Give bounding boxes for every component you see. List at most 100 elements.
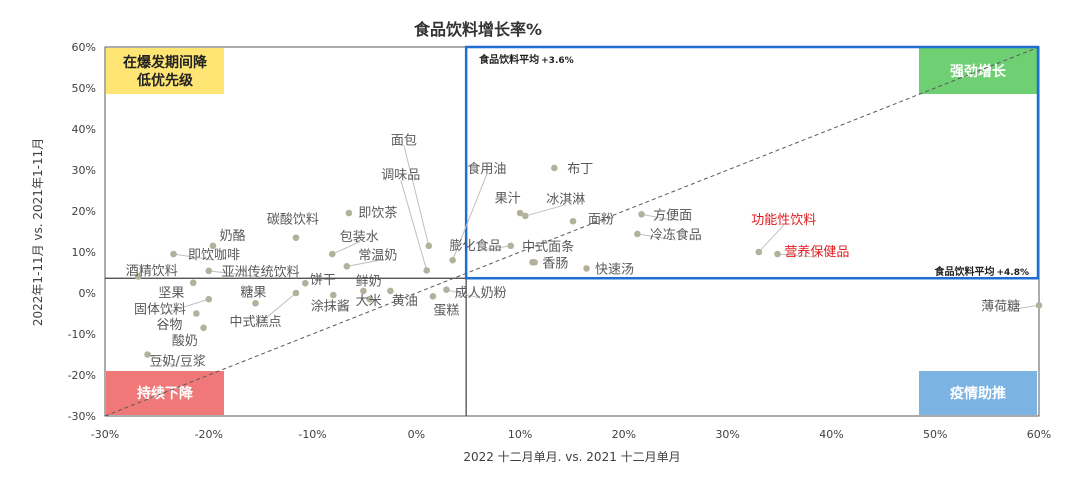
data-label: 黄油 <box>392 294 418 309</box>
data-point <box>144 351 151 358</box>
data-label: 膨化食品 <box>449 238 501 254</box>
data-label: 方便面 <box>653 207 692 223</box>
x-tick-label: 50% <box>923 428 947 441</box>
data-point <box>551 164 558 172</box>
chart-title: 食品饮料增长率% <box>413 20 542 39</box>
data-point <box>583 265 590 272</box>
data-label: 涂抹酱 <box>311 298 350 314</box>
data-point <box>569 217 577 225</box>
data-point <box>522 212 529 220</box>
leader-line <box>446 289 481 299</box>
data-point <box>429 292 437 300</box>
data-label: 营养保健品 <box>784 244 849 260</box>
data-point <box>360 287 367 295</box>
leader-line <box>475 245 511 252</box>
quadrant-box-top-left <box>106 48 224 94</box>
x-tick-label: 60% <box>1027 428 1051 441</box>
x-tick-label: -20% <box>195 428 223 441</box>
y-tick-label: -30% <box>68 410 96 423</box>
data-point <box>423 267 431 274</box>
data-point <box>205 295 213 303</box>
data-label: 豆奶/豆浆 <box>149 355 205 370</box>
y-tick-label: -10% <box>68 328 96 341</box>
data-label: 糖果 <box>240 284 266 300</box>
data-label: 谷物 <box>156 318 182 333</box>
data-label: 即饮茶 <box>358 205 397 221</box>
leader-line <box>525 204 566 217</box>
data-label: 酸奶 <box>172 334 198 349</box>
data-label: 常温奶 <box>358 248 397 263</box>
data-point <box>366 295 373 303</box>
data-label: 面粉 <box>588 212 614 227</box>
leader-line <box>332 241 360 255</box>
data-point <box>507 242 515 250</box>
data-label: 包装水 <box>340 230 379 245</box>
data-point <box>531 258 538 266</box>
data-label: 功能性饮料 <box>751 213 816 228</box>
data-point <box>328 250 336 258</box>
data-point <box>301 279 309 287</box>
data-point <box>516 209 524 217</box>
data-point <box>189 279 197 287</box>
y-tick-label: 30% <box>72 164 96 177</box>
leader-line <box>452 173 488 261</box>
data-label: 快速汤 <box>595 262 634 277</box>
leader-line <box>637 233 676 241</box>
leader-line <box>641 213 673 221</box>
x-tick-label: 30% <box>715 428 739 441</box>
leader-line <box>758 224 785 253</box>
leader-line <box>173 253 215 261</box>
y-tick-label: -20% <box>68 369 96 382</box>
leader-line <box>1000 304 1040 312</box>
leader-line <box>400 179 428 271</box>
data-point <box>638 210 645 218</box>
data-point <box>449 256 456 264</box>
leader-line <box>346 259 379 267</box>
data-label: 香肠 <box>542 256 568 271</box>
y-tick-label: 60% <box>72 41 96 54</box>
data-label: 面包 <box>391 133 417 148</box>
data-points <box>134 164 1043 358</box>
reference-lines: 食品饮料平均 +3.6%食品饮料平均 +4.8% <box>104 45 1040 417</box>
leader-line <box>159 298 209 316</box>
quadrant-label-bottom-right: 疫情助推 <box>950 385 1006 402</box>
data-point <box>193 310 200 317</box>
data-point <box>292 289 300 297</box>
x-axis-title: 2022 十二月单月. vs. 2021 十二月单月 <box>463 450 680 464</box>
data-label: 冰淇淋 <box>546 193 585 208</box>
data-label: 鲜奶 <box>356 275 382 290</box>
data-label: 冷冻食品 <box>650 227 702 243</box>
data-point <box>292 234 300 241</box>
data-label: 坚果 <box>158 286 184 301</box>
data-point <box>252 299 259 307</box>
average-label-right: 食品饮料平均 +4.8% <box>933 265 1029 278</box>
data-label: 中式糕点 <box>229 315 281 330</box>
x-tick-label: 40% <box>819 428 843 441</box>
data-label: 食用油 <box>467 161 506 177</box>
quadrant-box-bottom-right <box>919 371 1037 415</box>
leader-line <box>147 354 178 368</box>
data-label: 奶酪 <box>220 228 246 244</box>
data-point <box>200 324 207 332</box>
data-label: 果汁 <box>495 191 521 206</box>
data-label: 成人奶粉 <box>455 286 507 301</box>
x-tick-label: -30% <box>91 428 119 441</box>
data-point <box>209 242 217 250</box>
leader-line <box>777 253 817 258</box>
y-tick-label: 0% <box>79 287 96 300</box>
data-label: 亚洲传统饮料 <box>222 265 300 280</box>
data-label: 薄荷糖 <box>981 298 1020 314</box>
data-label: 即饮咖啡 <box>188 248 240 263</box>
x-tick-label: 0% <box>408 428 425 441</box>
average-label-top-text: 食品饮料平均 <box>478 53 539 66</box>
data-label: 中式面条 <box>522 239 574 255</box>
data-point <box>755 248 763 256</box>
strong-growth-frame <box>464 45 1040 280</box>
data-label: 大米 <box>356 294 382 309</box>
y-tick-label: 10% <box>72 246 96 259</box>
data-point <box>774 250 781 258</box>
leader-line <box>208 270 261 278</box>
